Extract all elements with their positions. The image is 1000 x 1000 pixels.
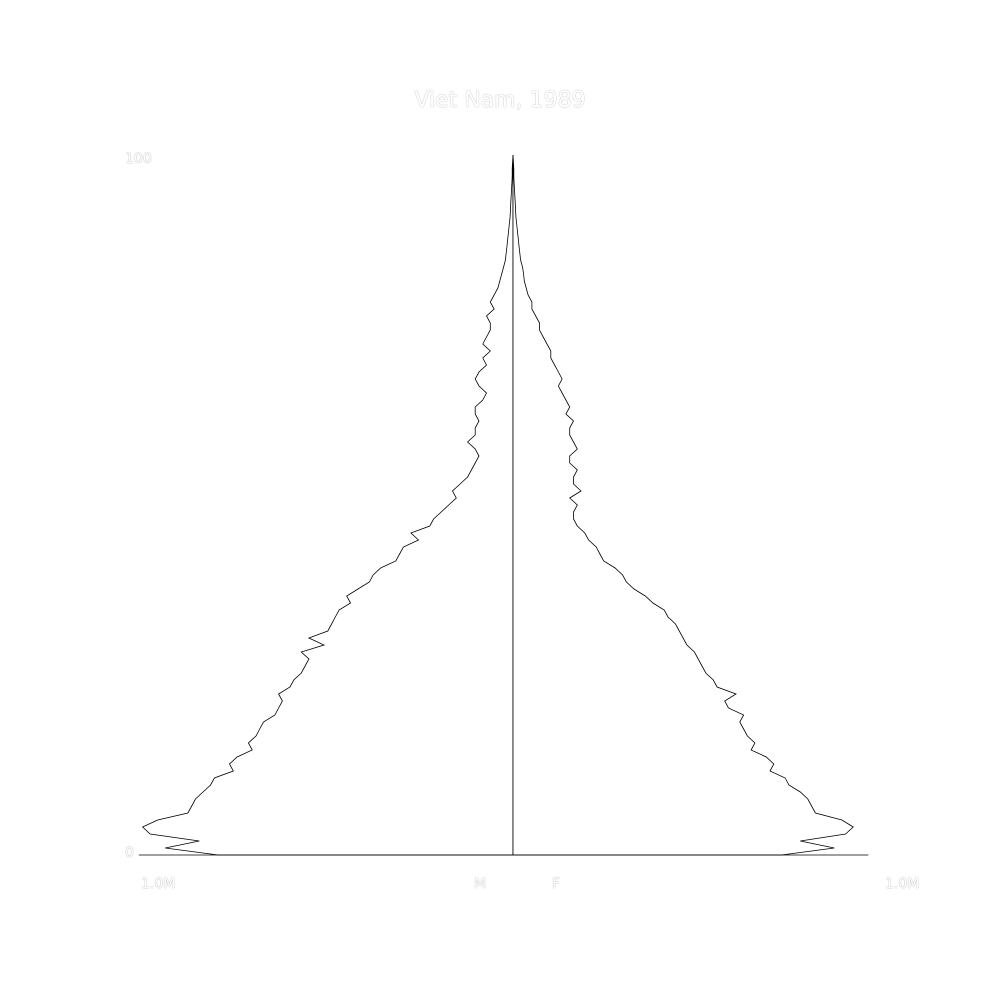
- x-tick-label-right: 1.0M: [885, 876, 920, 892]
- x-tick-label-left: 1.0M: [141, 876, 176, 892]
- y-tick-label-top: 100: [125, 151, 152, 167]
- chart-title: Viet Nam, 1989: [414, 88, 586, 113]
- female-side-label: F: [552, 876, 561, 892]
- y-tick-label-bottom: 0: [125, 845, 134, 861]
- female-population-area: [512, 154, 854, 856]
- male-side-label: M: [474, 876, 487, 892]
- male-population-area: [141, 154, 514, 856]
